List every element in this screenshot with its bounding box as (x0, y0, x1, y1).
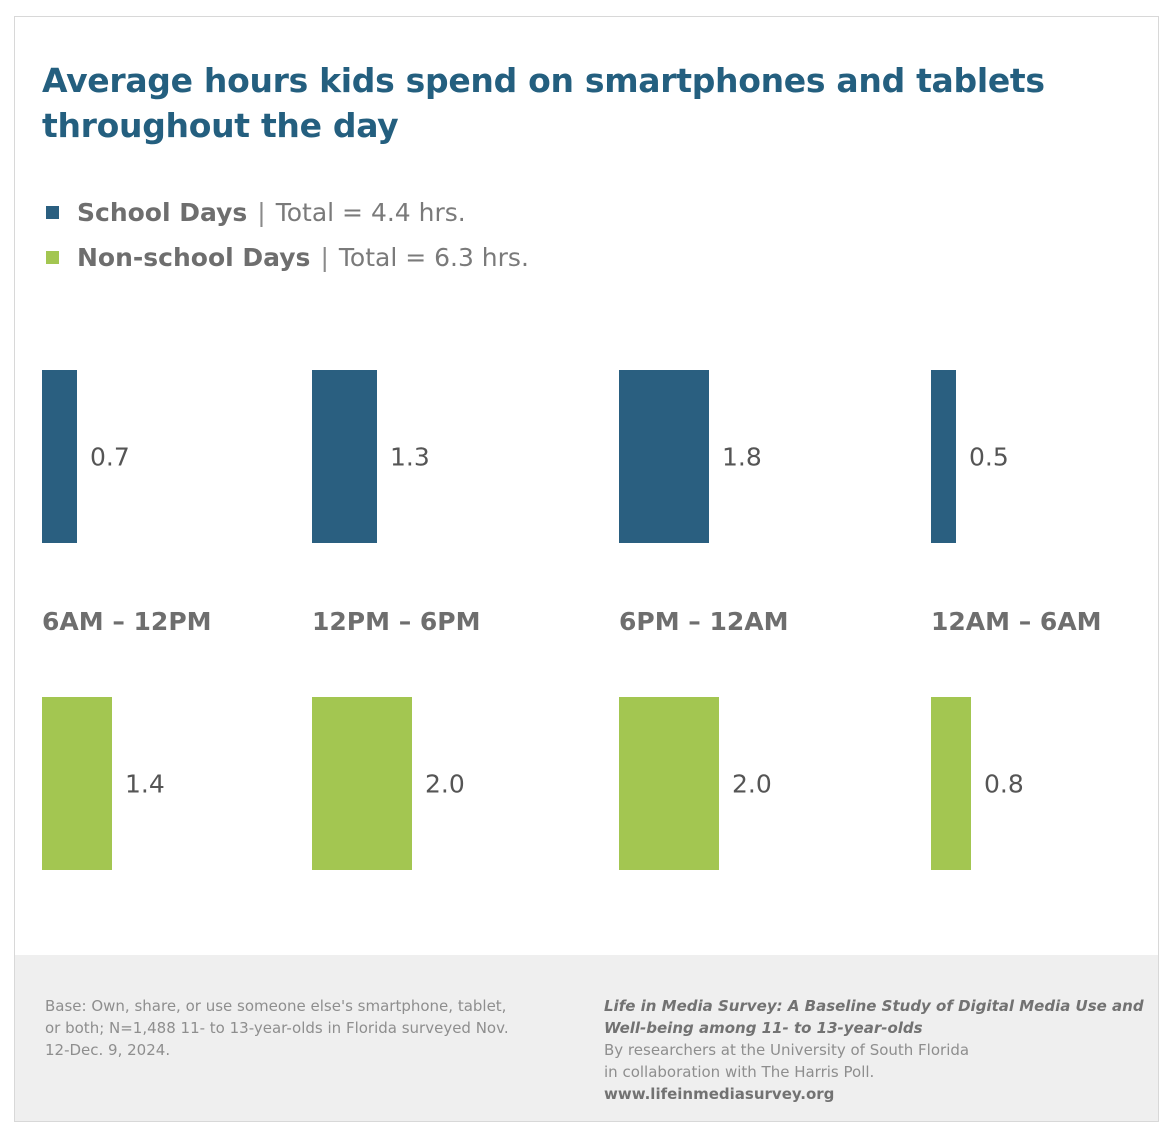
data-label: 0.8 (984, 769, 1024, 798)
chart-title: Average hours kids spend on smartphones … (42, 61, 1045, 145)
data-label: 2.0 (732, 769, 772, 798)
nonschool-bar (42, 697, 112, 870)
source: Life in Media Survey: A Baseline Study o… (604, 995, 1144, 1105)
legend-swatch-school (46, 206, 59, 219)
category-label: 6AM – 12PM (42, 607, 212, 636)
data-label: 1.4 (125, 769, 165, 798)
category-label: 12PM – 6PM (312, 607, 481, 636)
nonschool-bar (931, 697, 971, 870)
legend-label: Non-school Days (77, 243, 311, 272)
data-label: 1.8 (722, 442, 762, 471)
base-note: Base: Own, share, or use someone else's … (45, 997, 509, 1059)
school-bar (312, 370, 377, 543)
footer: Base: Own, share, or use someone else's … (15, 955, 1158, 1121)
school-bar (619, 370, 709, 543)
school-bar (931, 370, 956, 543)
data-label: 0.7 (90, 442, 130, 471)
source-url[interactable]: www.lifeinmediasurvey.org (604, 1085, 835, 1103)
legend-label: School Days (77, 198, 248, 227)
data-label: 0.5 (969, 442, 1009, 471)
source-line: By researchers at the University of Sout… (604, 1041, 970, 1059)
legend-item-school: School Days | Total = 4.4 hrs. (46, 198, 466, 227)
legend-swatch-nonschool (46, 251, 59, 264)
source-line: in collaboration with The Harris Poll. (604, 1063, 875, 1081)
legend-total: Total = 6.3 hrs. (338, 243, 529, 272)
category-label: 6PM – 12AM (619, 607, 789, 636)
data-label: 1.3 (390, 442, 430, 471)
school-bar (42, 370, 77, 543)
legend-item-nonschool: Non-school Days | Total = 6.3 hrs. (46, 243, 529, 272)
legend-total: Total = 4.4 hrs. (275, 198, 466, 227)
chart-card (14, 16, 1159, 1122)
category-label: 12AM – 6AM (931, 607, 1102, 636)
nonschool-bar (312, 697, 412, 870)
data-label: 2.0 (425, 769, 465, 798)
source-title: Life in Media Survey: A Baseline Study o… (604, 997, 1144, 1037)
nonschool-bar (619, 697, 719, 870)
